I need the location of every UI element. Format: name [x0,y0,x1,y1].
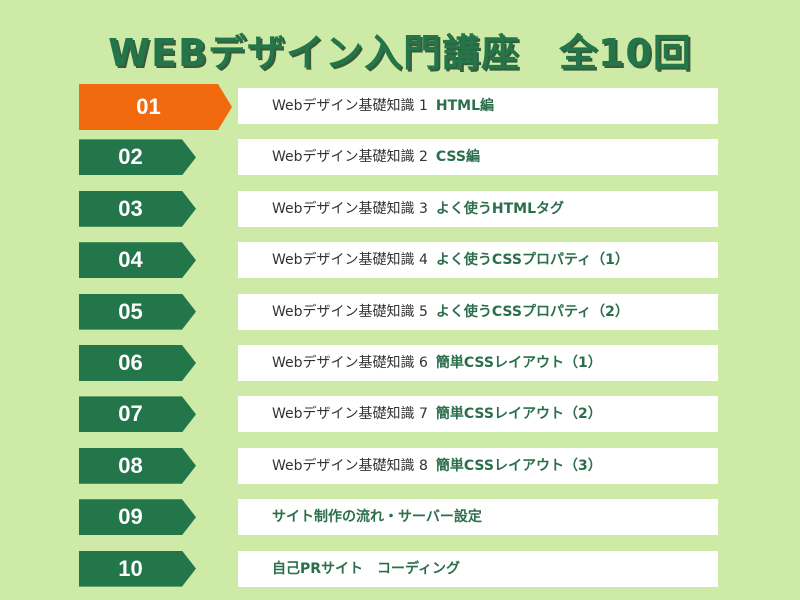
lesson-number-badge: 01 [79,84,232,130]
lesson-title-box[interactable]: Webデザイン基礎知識 3 よく使うHTMLタグ [238,190,718,227]
lesson-title-box[interactable]: Webデザイン基礎知識 8 簡単CSSレイアウト（3） [238,447,718,484]
lesson-number: 02 [118,144,143,170]
lesson-prefix: Webデザイン基礎知識 1 [272,98,428,114]
lesson-prefix: Webデザイン基礎知識 7 [272,406,428,423]
lesson-number-badge: 02 [79,139,196,176]
lesson-topic: サイト制作の流れ・サーバー設定 [272,509,482,526]
lesson-number-badge: 04 [79,242,196,279]
lesson-row[interactable]: 10 自己PRサイト コーディング [0,550,800,587]
lesson-topic: よく使うCSSプロパティ（1） [435,252,629,269]
lesson-number: 03 [118,195,143,221]
lesson-number-badge: 08 [79,447,196,484]
lesson-number: 05 [118,298,143,324]
lesson-topic: 簡単CSSレイアウト（3） [435,457,602,474]
lesson-row[interactable]: 05 Webデザイン基礎知識 5 よく使うCSSプロパティ（2） [0,293,800,330]
lesson-row[interactable]: 02 Webデザイン基礎知識 2 CSS編 [0,139,800,176]
lesson-title-box[interactable]: Webデザイン基礎知識 4 よく使うCSSプロパティ（1） [238,242,718,279]
lesson-number-badge: 03 [79,190,196,227]
lesson-title-box[interactable]: Webデザイン基礎知識 6 簡単CSSレイアウト（1） [238,345,718,381]
lesson-title-box[interactable]: Webデザイン基礎知識 1 HTML編 [238,88,718,124]
lesson-number-badge: 09 [79,499,196,536]
lesson-topic: よく使うCSSプロパティ（2） [435,303,629,320]
lesson-title-box[interactable]: 自己PRサイト コーディング [238,550,718,587]
lesson-number: 10 [118,555,143,581]
lesson-number: 08 [118,452,143,478]
lesson-topic: 自己PRサイト コーディング [272,560,461,577]
lesson-row[interactable]: 08 Webデザイン基礎知識 8 簡単CSSレイアウト（3） [0,447,800,484]
lesson-prefix: Webデザイン基礎知識 3 [272,200,428,217]
lesson-row[interactable]: 03 Webデザイン基礎知識 3 よく使うHTMLタグ [0,190,800,227]
lesson-row[interactable]: 04 Webデザイン基礎知識 4 よく使うCSSプロパティ（1） [0,242,800,279]
lesson-number-badge: 07 [79,396,196,433]
lesson-number-badge: 10 [79,550,196,587]
lesson-prefix: Webデザイン基礎知識 2 [272,149,428,166]
lesson-prefix: Webデザイン基礎知識 8 [272,457,428,474]
lesson-title-box[interactable]: Webデザイン基礎知識 7 簡単CSSレイアウト（2） [238,396,718,433]
lesson-prefix: Webデザイン基礎知識 4 [272,252,428,269]
lesson-topic: よく使うHTMLタグ [435,200,565,217]
lesson-topic: CSS編 [435,149,480,166]
lesson-row[interactable]: 07 Webデザイン基礎知識 7 簡単CSSレイアウト（2） [0,396,800,433]
lesson-topic: 簡単CSSレイアウト（2） [435,406,602,423]
lesson-number: 01 [136,94,161,119]
lesson-title-box[interactable]: Webデザイン基礎知識 2 CSS編 [238,139,718,176]
page-title: WEBデザイン入門講座 全10回 [108,31,692,75]
lesson-row[interactable]: 01 Webデザイン基礎知識 1 HTML編 [0,84,800,130]
lesson-topic: HTML編 [435,98,495,114]
lesson-row[interactable]: 09 サイト制作の流れ・サーバー設定 [0,499,800,536]
lesson-topic: 簡単CSSレイアウト（1） [435,355,602,371]
lesson-title-box[interactable]: サイト制作の流れ・サーバー設定 [238,499,718,536]
lesson-number: 09 [118,504,143,530]
lesson-number: 06 [118,350,143,375]
lesson-prefix: Webデザイン基礎知識 5 [272,303,428,320]
lesson-number-badge: 06 [79,345,196,381]
lesson-title-box[interactable]: Webデザイン基礎知識 5 よく使うCSSプロパティ（2） [238,293,718,330]
lesson-number-badge: 05 [79,293,196,330]
lesson-number: 07 [118,401,143,427]
lesson-number: 04 [118,247,143,273]
lesson-row[interactable]: 06 Webデザイン基礎知識 6 簡単CSSレイアウト（1） [0,345,800,381]
lesson-prefix: Webデザイン基礎知識 6 [272,355,428,371]
